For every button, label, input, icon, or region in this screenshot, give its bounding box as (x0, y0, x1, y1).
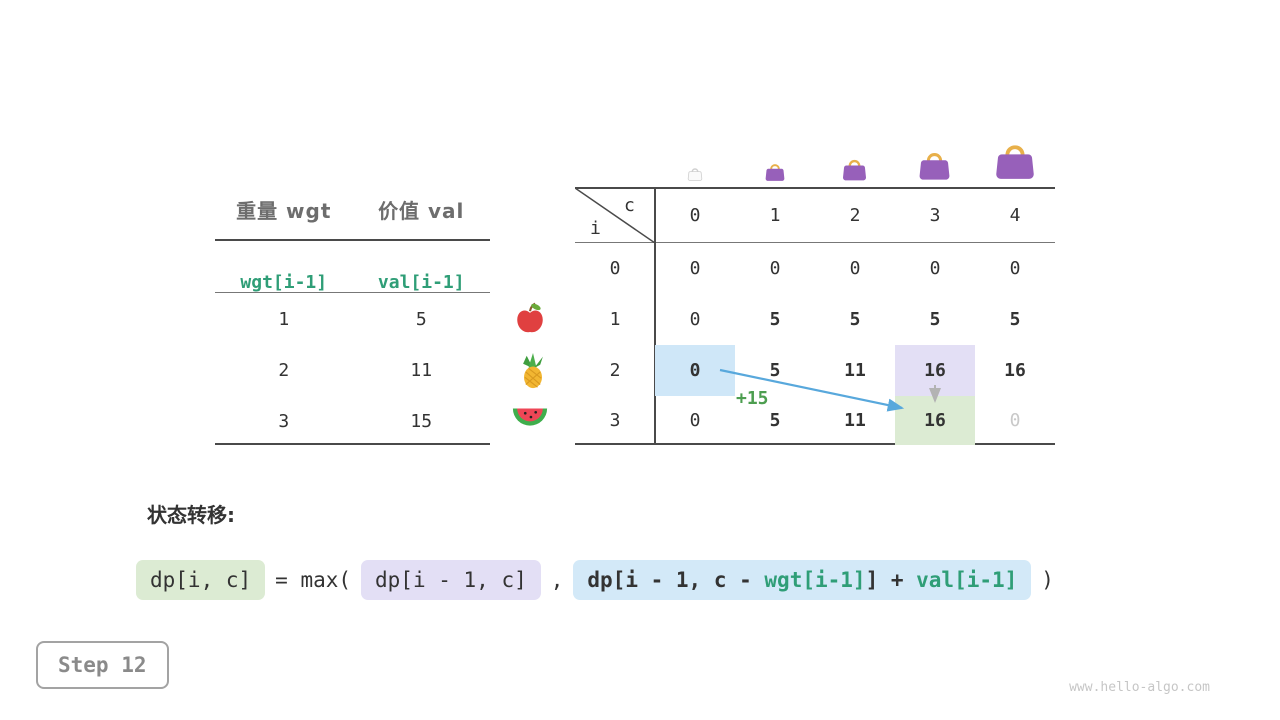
item1-weight: 1 (278, 309, 290, 330)
items-table-row-2: 2 11 (215, 356, 490, 386)
dp-table-top-rule (575, 187, 1055, 189)
dp-cell-2-0-source-highlight: 0 (655, 345, 735, 396)
dp-cell-3-4: 0 (1009, 410, 1021, 431)
step-badge: Step 12 (36, 641, 169, 689)
items-col-weight-header: 重量 wgt (236, 199, 332, 223)
formula-option2-val: val[i-1] (916, 568, 1018, 592)
dp-col-header-2: 2 (849, 205, 861, 226)
dp-cell-0-2: 0 (849, 258, 861, 279)
dp-cell-2-3-option-highlight: 16 (895, 345, 975, 396)
state-transition-formula: dp[i, c] = max( dp[i - 1, c] , dp[i - 1,… (136, 560, 1054, 600)
dp-cell-3-1: 5 (769, 410, 781, 431)
watermelon-icon (511, 406, 549, 432)
site-watermark: www.hello-algo.com (1069, 680, 1210, 695)
dp-cell-0-0: 0 (689, 258, 701, 279)
dp-table-header-rule (575, 242, 1055, 243)
formula-option2-wgt: wgt[i-1] (764, 568, 866, 592)
dp-col-header-row: 0 1 2 3 4 (655, 188, 1055, 243)
items-table-bottom-rule (215, 443, 490, 445)
dp-row-header-2: 2 (609, 360, 621, 381)
formula-separator: , (550, 568, 564, 592)
formula-operator: = max( (275, 568, 352, 592)
bag-icon-capacity-2 (841, 156, 868, 183)
dp-cell-3-3-current-highlight: 16 (895, 396, 975, 445)
formula-option2-box: dp[i - 1, c - wgt[i-1]] + val[i-1] (573, 560, 1032, 600)
items-table-row-1: 1 5 (215, 305, 490, 335)
dp-corner-diagonal (575, 188, 655, 243)
dp-cell-1-4: 5 (1009, 309, 1021, 330)
formula-option2-prefix: dp[i - 1, c - (587, 568, 765, 592)
dp-col-header-3: 3 (929, 205, 941, 226)
dp-cell-0-4: 0 (1009, 258, 1021, 279)
items-table-top-rule (215, 239, 490, 241)
val-var-label: val[i-1] (377, 272, 465, 293)
item2-value: 11 (410, 360, 433, 381)
dp-corner-col-label: c (624, 195, 635, 216)
wgt-var-label: wgt[i-1] (240, 272, 328, 293)
dp-cell-2-2: 11 (844, 360, 866, 381)
item1-value: 5 (415, 309, 427, 330)
item2-weight: 2 (278, 360, 290, 381)
dp-cell-1-3: 5 (929, 309, 941, 330)
bag-icon-capacity-3 (917, 148, 952, 183)
dp-cell-2-4: 16 (1004, 360, 1026, 381)
bag-icon-capacity-4 (993, 139, 1037, 183)
formula-lhs-box: dp[i, c] (136, 560, 266, 600)
formula-option1-box: dp[i - 1, c] (361, 560, 541, 600)
formula-closing: ) (1041, 568, 1054, 592)
dp-row-header-3: 3 (609, 410, 621, 431)
dp-col-header-0: 0 (689, 205, 701, 226)
items-table-header-row: 重量 wgt 价值 val (215, 196, 490, 226)
dp-cell-3-0: 0 (689, 410, 701, 431)
formula-option2-mid: ] + (865, 568, 917, 592)
dp-row-header-1: 1 (609, 309, 621, 330)
item3-value: 15 (410, 411, 433, 432)
dp-row-1: 1 0 5 5 5 5 (575, 294, 1055, 345)
dp-row-3: 3 0 5 11 16 0 (575, 396, 1055, 445)
items-col-value-header: 价值 val (378, 199, 465, 223)
dp-col-header-1: 1 (769, 205, 781, 226)
items-table-row-3: 3 15 (215, 407, 490, 437)
dp-col-header-4: 4 (1009, 205, 1021, 226)
state-transition-heading: 状态转移: (147, 503, 235, 527)
dp-cell-1-1: 5 (769, 309, 781, 330)
dp-row-0: 0 0 0 0 0 0 (575, 243, 1055, 294)
dp-table-bottom-rule (575, 443, 1055, 445)
dp-cell-0-1: 0 (769, 258, 781, 279)
dp-row-header-0: 0 (609, 258, 621, 279)
bag-icon-capacity-1 (764, 161, 786, 183)
dp-corner-row-label: i (590, 218, 601, 239)
dp-row-2: 2 0 5 11 16 16 (575, 345, 1055, 396)
dp-cell-0-3: 0 (929, 258, 941, 279)
items-table-mid-rule (215, 292, 490, 293)
dp-cell-3-2: 11 (844, 410, 866, 431)
dp-cell-1-2: 5 (849, 309, 861, 330)
apple-icon (513, 301, 547, 335)
bag-icon-capacity-0 (687, 166, 703, 182)
items-table-var-row: wgt[i-1] val[i-1] (215, 268, 490, 298)
dp-cell-1-0: 0 (689, 309, 701, 330)
gain-value-label: +15 (736, 388, 769, 409)
pineapple-icon (515, 352, 551, 390)
dp-table-vertical-rule (654, 187, 656, 445)
item3-weight: 3 (278, 411, 290, 432)
